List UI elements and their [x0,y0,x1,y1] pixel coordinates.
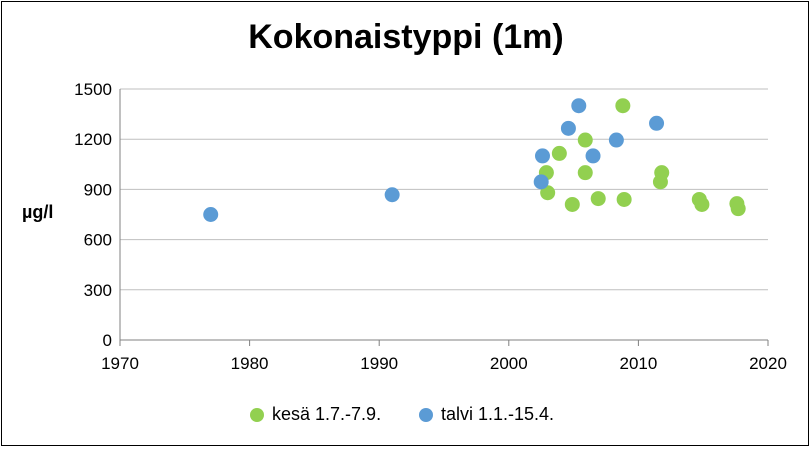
data-point [577,132,593,148]
data-point [577,165,593,181]
y-tick-label: 1500 [74,80,112,99]
x-tick-label: 1990 [360,354,398,373]
data-point [649,115,665,131]
x-tick-label: 1980 [231,354,269,373]
y-tick-label: 1200 [74,130,112,149]
y-axis-label: µg/l [22,202,54,222]
gridlines [120,88,768,291]
x-tick-label: 2010 [619,354,657,373]
axes [119,89,769,346]
data-point [534,148,550,164]
data-point [384,187,400,203]
x-tick-label: 2000 [490,354,528,373]
x-tick-label: 2020 [749,354,787,373]
legend-marker [250,407,264,422]
data-point [571,98,587,114]
data-points [203,98,746,222]
legend-item-talvi: talvi 1.1.-15.4. [419,404,554,425]
y-tick-label: 900 [84,180,112,199]
data-point [533,174,549,190]
data-point [615,98,631,114]
data-point [694,196,710,212]
data-point [540,185,556,201]
data-point [585,148,601,164]
data-point [551,145,567,161]
data-point [652,174,668,190]
legend-marker [419,407,433,422]
y-tick-label: 300 [84,281,112,300]
data-point [730,201,746,217]
data-point [616,191,632,207]
legend-label: talvi 1.1.-15.4. [441,404,555,424]
legend-item-kesa: kesä 1.7.-7.9. [250,404,381,425]
x-tick-label: 1970 [101,354,139,373]
data-point [590,191,606,207]
y-tick-label: 600 [84,231,112,250]
data-point [564,196,580,212]
data-point [203,207,219,222]
tick-labels: 0 300 600 900 1200 1500 1970 1980 1990 2000 2010 20… [74,80,787,373]
data-point [560,120,576,136]
legend-label: kesä 1.7.-7.9. [272,404,382,424]
chart-title: Kokonaistyppi (1m) [248,18,564,56]
y-tick-label: 0 [103,331,112,350]
data-point [608,132,624,148]
